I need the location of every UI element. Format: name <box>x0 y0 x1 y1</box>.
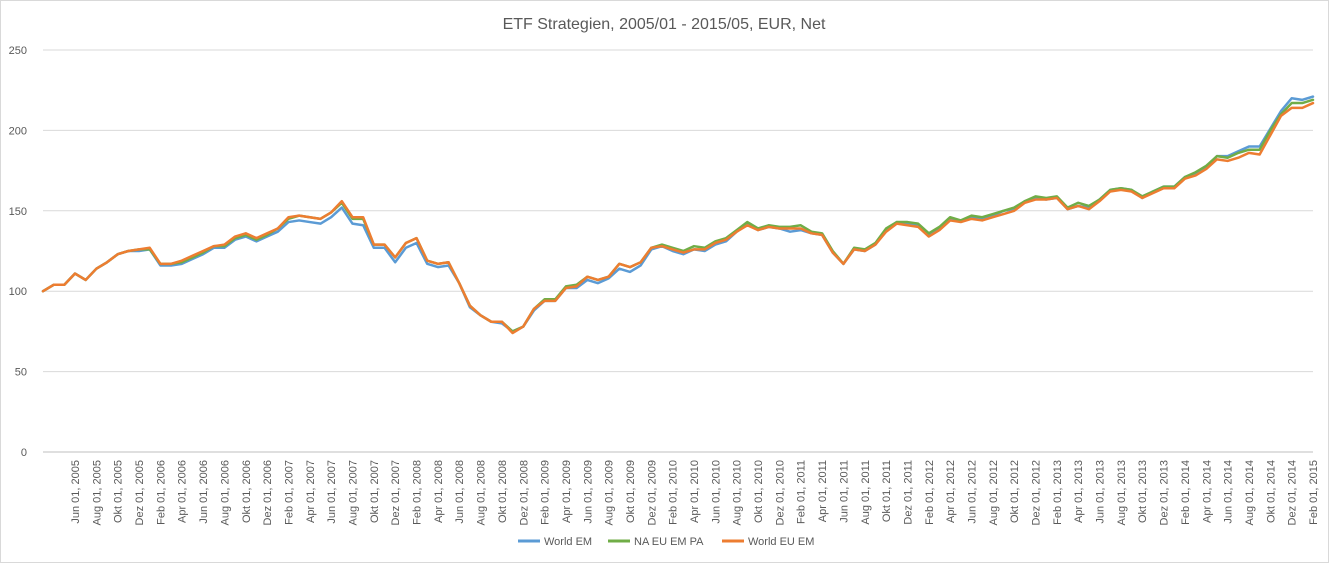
series-line-na-eu-em-pa <box>41 98 1315 333</box>
x-tick-label: Okt 01, 2009 <box>625 460 637 523</box>
x-tick-label: Jun 01, 2011 <box>838 460 850 523</box>
x-tick-label: Feb 01, 2010 <box>668 460 680 525</box>
x-tick-label: Apr 01, 2014 <box>1201 460 1213 523</box>
y-tick-label: 150 <box>9 206 27 218</box>
x-tick-label: Aug 01, 2008 <box>476 460 488 525</box>
series-line-world-eu-em <box>41 101 1315 335</box>
x-tick-label: Apr 01, 2006 <box>177 460 189 523</box>
x-tick-label: Aug 01, 2010 <box>732 460 744 525</box>
x-tick-label: Jun 01, 2008 <box>454 460 466 524</box>
y-tick-label: 0 <box>21 447 27 459</box>
gridlines <box>43 49 1313 453</box>
x-tick-label: Okt 01, 2005 <box>113 460 125 523</box>
legend: World EM NA EU EM PA World EU EM <box>518 536 814 548</box>
x-tick-label: Aug 01, 2005 <box>91 460 103 525</box>
y-tick-label: 200 <box>9 125 27 137</box>
x-tick-label: Dez 01, 2011 <box>902 460 914 525</box>
y-tick-label: 100 <box>9 286 27 298</box>
x-tick-label: Dez 01, 2012 <box>1031 460 1043 525</box>
x-tick-label: Okt 01, 2013 <box>1137 460 1149 523</box>
x-tick-label: Dez 01, 2006 <box>262 460 274 525</box>
x-tick-label: Aug 01, 2009 <box>604 460 616 525</box>
x-tick-label: Dez 01, 2013 <box>1159 460 1171 525</box>
x-tick-label: Dez 01, 2010 <box>774 460 786 525</box>
x-tick-label: Apr 01, 2012 <box>945 460 957 523</box>
x-tick-label: Apr 01, 2009 <box>561 460 573 523</box>
series-lines <box>41 95 1315 335</box>
x-tick-label: Feb 01, 2015 <box>1308 460 1320 525</box>
x-tick-label: Apr 01, 2011 <box>817 460 829 522</box>
legend-label: NA EU EM PA <box>634 536 704 548</box>
x-tick-label: Aug 01, 2007 <box>347 460 359 525</box>
x-tick-label: Feb 01, 2011 <box>796 460 808 524</box>
x-tick-label: Jun 01, 2005 <box>70 460 82 524</box>
x-tick-label: Okt 01, 2008 <box>497 460 509 523</box>
x-tick-label: Okt 01, 2012 <box>1009 460 1021 523</box>
x-axis: Jun 01, 2005 Aug 01, 2005 Okt 01, 2005 Dez … <box>70 460 1320 525</box>
legend-label: World EU EM <box>748 536 814 548</box>
x-tick-label: Okt 01, 2006 <box>241 460 253 523</box>
legend-label: World EM <box>544 536 592 548</box>
x-tick-label: Aug 01, 2013 <box>1116 460 1128 525</box>
x-tick-label: Jun 01, 2013 <box>1095 460 1107 524</box>
x-tick-label: Dez 01, 2005 <box>134 460 146 525</box>
x-tick-label: Jun 01, 2006 <box>198 460 210 524</box>
x-tick-label: Dez 01, 2008 <box>518 460 530 525</box>
x-tick-label: Feb 01, 2013 <box>1052 460 1064 525</box>
chart-title: ETF Strategien, 2005/01 - 2015/05, EUR, … <box>503 16 826 33</box>
x-tick-label: Dez 01, 2007 <box>390 460 402 525</box>
y-tick-label: 250 <box>9 45 27 57</box>
x-tick-label: Apr 01, 2010 <box>689 460 701 523</box>
x-tick-label: Aug 01, 2006 <box>219 460 231 525</box>
x-tick-label: Apr 01, 2007 <box>305 460 317 523</box>
x-tick-label: Feb 01, 2007 <box>283 460 295 525</box>
x-tick-label: Aug 01, 2011 <box>860 460 872 525</box>
x-tick-label: Okt 01, 2007 <box>369 460 381 523</box>
x-tick-label: Apr 01, 2008 <box>433 460 445 523</box>
y-axis: 0 50 100 150 200 250 <box>9 45 27 459</box>
x-tick-label: Dez 01, 2009 <box>646 460 658 525</box>
x-tick-label: Aug 01, 2012 <box>988 460 1000 525</box>
x-tick-label: Okt 01, 2010 <box>753 460 765 523</box>
x-tick-label: Jun 01, 2007 <box>326 460 338 524</box>
x-tick-label: Jun 01, 2012 <box>966 460 978 524</box>
x-tick-label: Feb 01, 2006 <box>155 460 167 525</box>
x-tick-label: Aug 01, 2014 <box>1244 460 1256 525</box>
x-tick-label: Feb 01, 2008 <box>412 460 424 525</box>
y-tick-label: 50 <box>15 367 27 379</box>
x-tick-label: Feb 01, 2009 <box>540 460 552 525</box>
x-tick-label: Okt 01, 2014 <box>1265 460 1277 523</box>
x-tick-label: Apr 01, 2013 <box>1073 460 1085 523</box>
x-tick-label: Dez 01, 2014 <box>1287 460 1299 525</box>
x-tick-label: Jun 01, 2009 <box>582 460 594 524</box>
x-tick-label: Jun 01, 2014 <box>1223 460 1235 524</box>
x-tick-label: Feb 01, 2012 <box>924 460 936 525</box>
series-line-world-em <box>41 95 1315 333</box>
x-tick-label: Okt 01, 2011 <box>881 460 893 522</box>
x-tick-label: Feb 01, 2014 <box>1180 460 1192 525</box>
x-tick-label: Jun 01, 2010 <box>710 460 722 524</box>
